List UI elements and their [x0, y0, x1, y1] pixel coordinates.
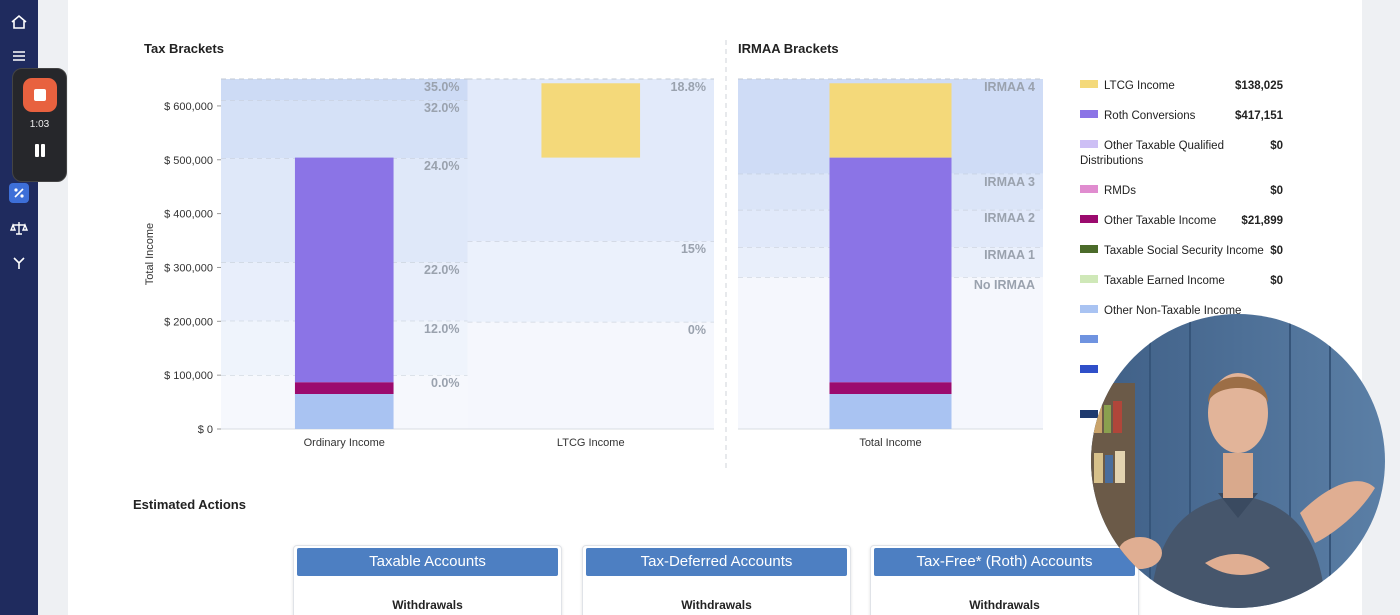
legend-value: $0: [1270, 140, 1283, 152]
bracket-label: 18.8%: [671, 80, 706, 94]
bar-segment: [829, 157, 952, 383]
legend-swatch: [1080, 365, 1098, 373]
legend-label: Other Non-Taxable Income: [1104, 305, 1242, 317]
bracket-label: 32.0%: [424, 101, 459, 115]
legend-label: Taxable Social Security Income: [1104, 245, 1264, 257]
y-tick-label: $ 600,000: [164, 101, 213, 113]
legend-value: $21,899: [1241, 215, 1283, 227]
legend-item: $0 Other Taxable Qualified Distributions: [1080, 139, 1283, 169]
percent-icon[interactable]: [9, 183, 29, 203]
legend-swatch: [1080, 110, 1098, 118]
action-card: Taxable Accounts Withdrawals: [293, 545, 562, 615]
legend-item: $0 Taxable Earned Income: [1080, 274, 1283, 289]
legend-swatch: [1080, 410, 1098, 418]
x-tick-label: Ordinary Income: [304, 437, 385, 449]
legend-swatch: [1080, 305, 1098, 313]
legend: $138,025 LTCG Income $417,151 Roth Conversi…: [1080, 79, 1283, 454]
menu-icon[interactable]: [9, 46, 29, 66]
legend-value: $138,025: [1235, 80, 1283, 92]
legend-item: [1080, 364, 1283, 394]
y-tick-label: $ 400,000: [164, 209, 213, 221]
bracket-label: IRMAA 2: [984, 211, 1035, 225]
bar-segment: [294, 394, 394, 429]
action-card: Tax-Deferred Accounts Withdrawals: [582, 545, 851, 615]
webcam-overlay: [1091, 314, 1385, 608]
y-tick-label: $ 100,000: [164, 370, 213, 382]
bracket-label: No IRMAA: [974, 278, 1035, 292]
card-header[interactable]: Tax-Deferred Accounts: [586, 548, 847, 576]
legend-value: $0: [1270, 185, 1283, 197]
bracket-label: 22.0%: [424, 263, 459, 277]
bracket-label: 12.0%: [424, 322, 459, 336]
bar-segment: [829, 382, 952, 394]
section-title: Estimated Actions: [133, 497, 246, 512]
branch-icon[interactable]: [9, 253, 29, 273]
legend-item: $417,151 Roth Conversions: [1080, 109, 1283, 124]
legend-item: $21,899 Other Taxable Income: [1080, 214, 1283, 229]
legend-swatch: [1080, 80, 1098, 88]
chart-title: Tax Brackets: [144, 41, 224, 56]
bracket-label: 0%: [688, 323, 706, 337]
bracket-label: 35.0%: [424, 80, 459, 94]
y-tick-label: $ 500,000: [164, 155, 213, 167]
bar-segment: [294, 382, 394, 394]
bracket-band: [467, 321, 714, 429]
legend-value: $0: [1270, 275, 1283, 287]
scale-icon[interactable]: [9, 218, 29, 238]
card-row: Withdrawals: [392, 598, 463, 612]
y-tick-label: $ 200,000: [164, 316, 213, 328]
card-row: Withdrawals: [969, 598, 1040, 612]
bracket-band: [221, 79, 468, 100]
chart-title: IRMAA Brackets: [738, 41, 839, 56]
bracket-label: IRMAA 3: [984, 175, 1035, 189]
legend-swatch: [1080, 140, 1098, 148]
action-card: Tax-Free* (Roth) Accounts Withdrawals: [870, 545, 1139, 615]
legend-label: LTCG Income: [1104, 80, 1175, 92]
bracket-label: IRMAA 1: [984, 248, 1035, 262]
legend-item: [1080, 334, 1283, 349]
legend-swatch: [1080, 335, 1098, 343]
card-row: Withdrawals: [681, 598, 752, 612]
legend-item: $0 Taxable Social Security Income: [1080, 244, 1283, 259]
x-tick-label: LTCG Income: [557, 437, 625, 449]
bracket-label: IRMAA 4: [984, 80, 1035, 94]
bar-segment: [294, 157, 394, 383]
pause-button[interactable]: [34, 144, 46, 158]
y-axis-label: Total Income: [144, 223, 156, 285]
card-header[interactable]: Taxable Accounts: [297, 548, 558, 576]
legend-item: Other Non-Taxable Income: [1080, 304, 1283, 319]
legend-label: Taxable Earned Income: [1104, 275, 1225, 287]
bracket-label: 0.0%: [431, 376, 460, 390]
bar-segment: [541, 83, 641, 158]
legend-item: [1080, 409, 1283, 439]
x-tick-label: Total Income: [859, 437, 921, 449]
bracket-band: [467, 241, 714, 322]
stop-button[interactable]: [23, 78, 57, 112]
legend-label: RMDs: [1104, 185, 1136, 197]
legend-label: Roth Conversions: [1104, 110, 1196, 122]
legend-item: $138,025 LTCG Income: [1080, 79, 1283, 94]
legend-swatch: [1080, 275, 1098, 283]
charts: Tax Brackets 0.0% 12.0% 22.0% 24.0% 32.0% 35.0…: [144, 40, 1043, 468]
recording-time: 1:03: [29, 119, 50, 130]
bracket-label: 24.0%: [424, 159, 459, 173]
legend-item: $0 RMDs: [1080, 184, 1283, 199]
legend-swatch: [1080, 245, 1098, 253]
bracket-label: 15%: [681, 242, 706, 256]
legend-swatch: [1080, 185, 1098, 193]
bar-segment: [829, 394, 952, 429]
legend-label: Other Taxable Income: [1104, 215, 1217, 227]
screen-recorder: 1:03: [12, 68, 67, 182]
card-header[interactable]: Tax-Free* (Roth) Accounts: [874, 548, 1135, 576]
bar-segment: [829, 83, 952, 158]
legend-label: Other Taxable Qualified Distributions: [1080, 140, 1224, 167]
legend-swatch: [1080, 215, 1098, 223]
y-tick-label: $ 300,000: [164, 262, 213, 274]
legend-value: $0: [1270, 245, 1283, 257]
home-icon[interactable]: [9, 12, 29, 32]
bracket-band: [221, 100, 468, 159]
y-tick-label: $ 0: [198, 424, 213, 436]
legend-value: $417,151: [1235, 110, 1283, 122]
